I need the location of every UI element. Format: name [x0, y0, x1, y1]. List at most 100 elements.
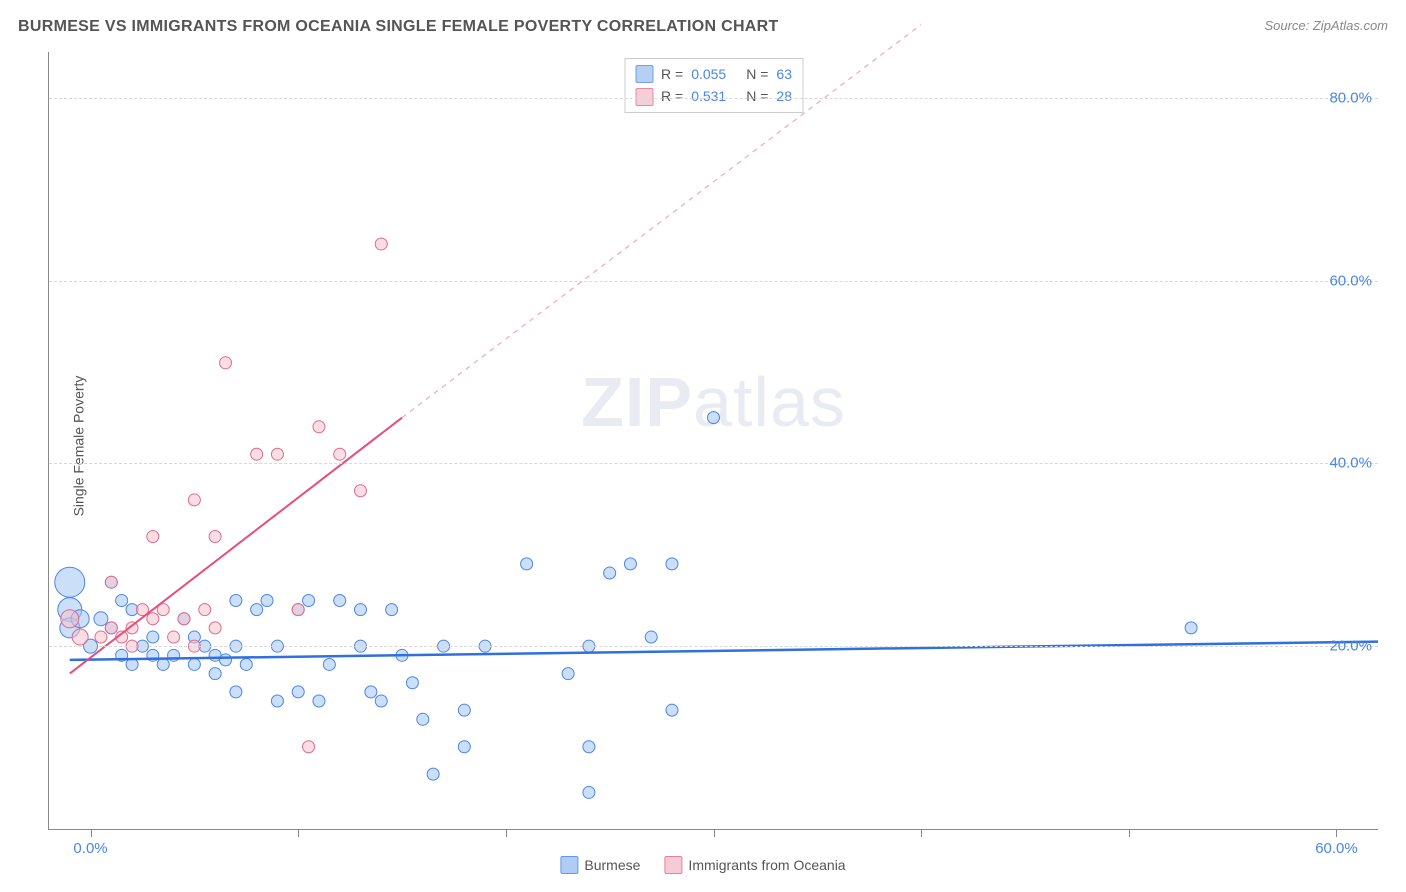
chart-header: BURMESE VS IMMIGRANTS FROM OCEANIA SINGL… [18, 18, 1388, 36]
source-attribution: Source: ZipAtlas.com [1264, 18, 1388, 33]
data-point [240, 658, 252, 670]
data-point [583, 786, 595, 798]
data-point [209, 668, 221, 680]
x-tick-label: 0.0% [73, 840, 107, 857]
data-point [562, 668, 574, 680]
legend-row: R = 0.531 N = 28 [635, 85, 792, 107]
y-tick-label: 20.0% [1329, 638, 1372, 655]
data-point [406, 677, 418, 689]
data-point [168, 631, 180, 643]
data-point [72, 629, 88, 645]
data-point [458, 741, 470, 753]
data-point [261, 594, 273, 606]
data-point [521, 558, 533, 570]
data-point [199, 604, 211, 616]
correlation-legend: R = 0.055 N = 63 R = 0.531 N = 28 [624, 58, 803, 113]
x-tick-label: 60.0% [1315, 840, 1358, 857]
data-point [209, 530, 221, 542]
data-point [292, 604, 304, 616]
legend-row: R = 0.055 N = 63 [635, 63, 792, 85]
x-tick [921, 829, 922, 837]
legend-swatch [560, 856, 578, 874]
legend-label: Immigrants from Oceania [688, 857, 845, 873]
data-point [708, 412, 720, 424]
data-point [188, 658, 200, 670]
r-label: R = [661, 85, 683, 107]
data-point [95, 631, 107, 643]
data-point [458, 704, 470, 716]
y-tick-label: 60.0% [1329, 272, 1372, 289]
data-point [375, 695, 387, 707]
data-point [147, 530, 159, 542]
x-tick [298, 829, 299, 837]
data-point [365, 686, 377, 698]
chart-svg [49, 52, 1378, 829]
data-point [178, 613, 190, 625]
data-point [334, 594, 346, 606]
data-point [427, 768, 439, 780]
data-point [147, 631, 159, 643]
data-point [251, 448, 263, 460]
legend-item: Immigrants from Oceania [664, 856, 845, 874]
n-label: N = [746, 63, 768, 85]
x-tick [1129, 829, 1130, 837]
legend-swatch [635, 65, 653, 83]
data-point [323, 658, 335, 670]
r-value: 0.055 [691, 63, 726, 85]
legend-swatch [635, 88, 653, 106]
data-point [334, 448, 346, 460]
data-point [105, 576, 117, 588]
gridline [49, 463, 1378, 464]
gridline [49, 646, 1378, 647]
data-point [645, 631, 657, 643]
data-point [583, 741, 595, 753]
data-point [354, 604, 366, 616]
chart-plot-area: ZIPatlas R =0.055N =63R =0.531N =28 20.0… [48, 52, 1378, 830]
data-point [55, 567, 85, 597]
data-point [292, 686, 304, 698]
data-point [230, 686, 242, 698]
data-point [116, 594, 128, 606]
data-point [94, 612, 108, 626]
x-tick [91, 829, 92, 837]
chart-title: BURMESE VS IMMIGRANTS FROM OCEANIA SINGL… [18, 18, 779, 36]
legend-item: Burmese [560, 856, 640, 874]
r-value: 0.531 [691, 85, 726, 107]
data-point [220, 654, 232, 666]
y-tick-label: 40.0% [1329, 455, 1372, 472]
r-label: R = [661, 63, 683, 85]
x-tick [506, 829, 507, 837]
n-value: 63 [776, 63, 792, 85]
n-label: N = [746, 85, 768, 107]
data-point [386, 604, 398, 616]
data-point [666, 704, 678, 716]
data-point [251, 604, 263, 616]
legend-swatch [664, 856, 682, 874]
data-point [157, 658, 169, 670]
x-tick [714, 829, 715, 837]
data-point [271, 695, 283, 707]
y-tick-label: 80.0% [1329, 89, 1372, 106]
data-point [105, 622, 117, 634]
data-point [375, 238, 387, 250]
data-point [220, 357, 232, 369]
gridline [49, 281, 1378, 282]
data-point [313, 695, 325, 707]
data-point [354, 485, 366, 497]
n-value: 28 [776, 85, 792, 107]
data-point [147, 613, 159, 625]
data-point [188, 494, 200, 506]
series-legend: Burmese Immigrants from Oceania [560, 856, 845, 874]
data-point [303, 741, 315, 753]
x-tick [1336, 829, 1337, 837]
data-point [303, 594, 315, 606]
data-point [604, 567, 616, 579]
legend-label: Burmese [584, 857, 640, 873]
data-point [230, 594, 242, 606]
data-point [1185, 622, 1197, 634]
data-point [313, 421, 325, 433]
data-point [666, 558, 678, 570]
data-point [61, 610, 79, 628]
data-point [209, 622, 221, 634]
data-point [271, 448, 283, 460]
